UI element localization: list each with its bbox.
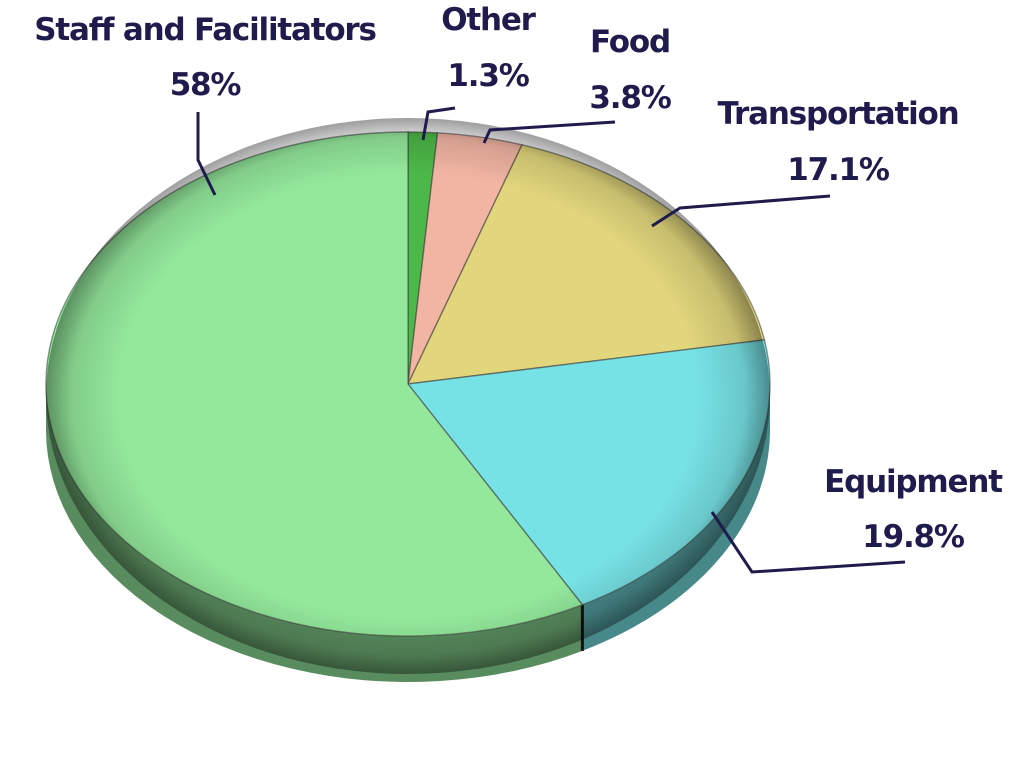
leader-line-staff-and-facilitators <box>196 112 217 196</box>
slice-value-food: 3.8% <box>589 80 671 116</box>
slice-label-other: Other <box>441 2 536 38</box>
leader-lines <box>196 106 906 574</box>
leader-line-transportation <box>651 194 831 228</box>
slice-value-transportation: 17.1% <box>787 152 890 188</box>
leader-line-other <box>421 106 456 141</box>
slice-label-transportation: Transportation <box>718 96 959 132</box>
slice-label-staff-and-facilitators: Staff and Facilitators <box>34 12 376 48</box>
slice-label-food: Food <box>590 24 670 60</box>
slice-value-staff-and-facilitators: 58% <box>170 67 242 103</box>
pie-slices <box>45 131 771 637</box>
slice-value-other: 1.3% <box>447 58 529 94</box>
slice-value-equipment: 19.8% <box>862 519 965 555</box>
slice-label-equipment: Equipment <box>824 464 1003 500</box>
slice-labels: Staff and Facilitators 58% Other 1.3% Food 3.… <box>34 2 1004 555</box>
leader-line-food <box>482 120 616 144</box>
leader-line-equipment <box>710 511 906 574</box>
